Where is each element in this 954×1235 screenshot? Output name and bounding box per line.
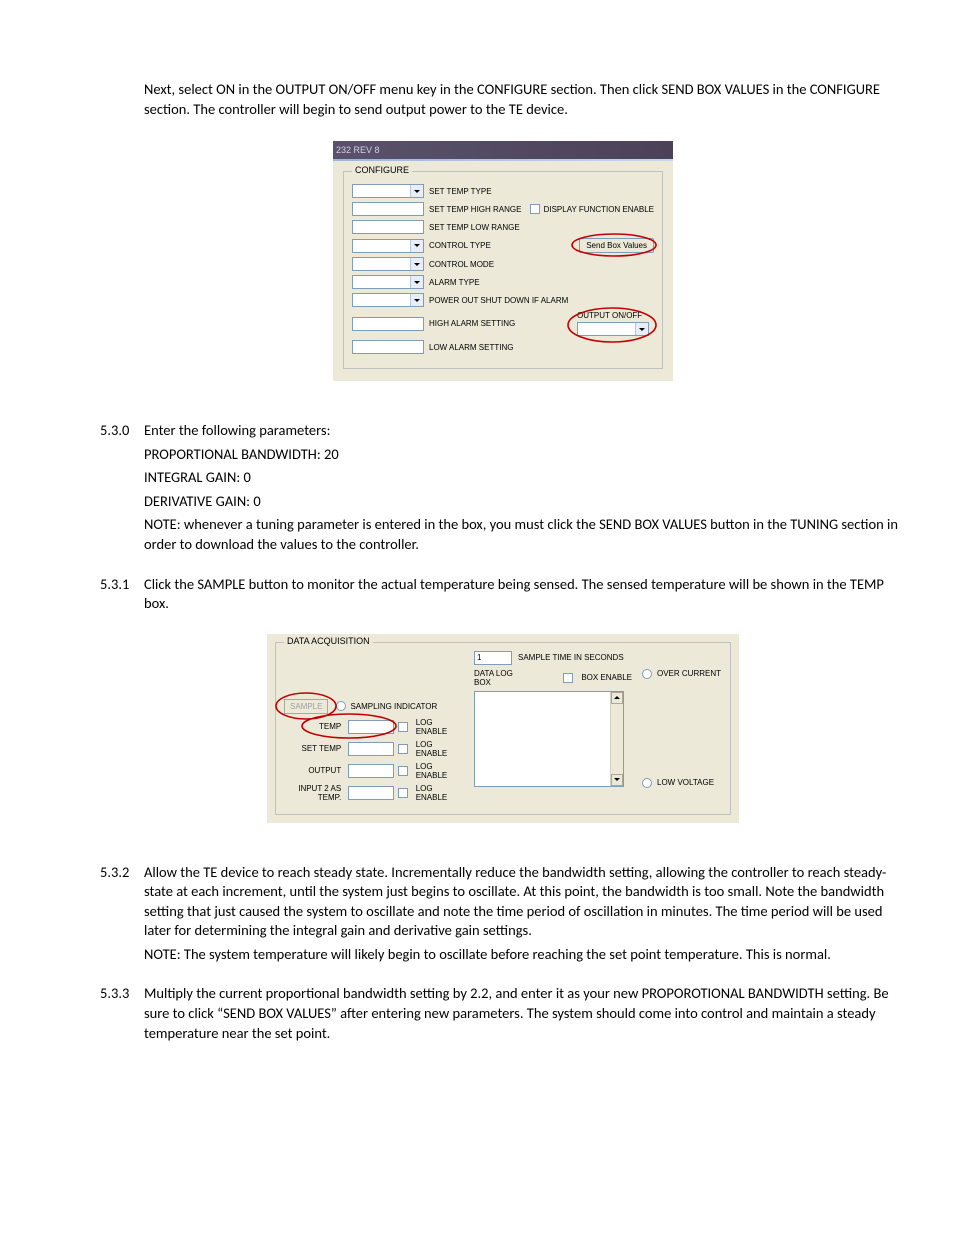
output-onoff-dropdown[interactable] <box>577 322 649 336</box>
over-current-label: OVER CURRENT <box>657 669 721 678</box>
configure-screenshot: 232 REV 8 CONFIGURE SET TEMP TYPE SET TE… <box>333 141 673 381</box>
alarm-type-dropdown[interactable] <box>352 275 424 289</box>
section-530-intro: Enter the following parameters: <box>144 421 906 441</box>
settemp-log-enable-checkbox[interactable] <box>398 744 408 754</box>
window-titlebar: 232 REV 8 <box>333 141 673 159</box>
scroll-down-button[interactable] <box>611 774 623 786</box>
set-temp-high-input[interactable] <box>352 202 424 216</box>
box-enable-checkbox[interactable] <box>563 673 573 683</box>
low-alarm-input[interactable] <box>352 340 424 354</box>
temp-log-enable-label: LOG ENABLE <box>416 718 464 736</box>
high-alarm-input[interactable] <box>352 317 424 331</box>
sample-time-input[interactable]: 1 <box>474 651 512 665</box>
output-log-enable-label: LOG ENABLE <box>416 762 464 780</box>
power-out-shutdown-label: POWER OUT SHUT DOWN IF ALARM <box>429 296 568 305</box>
set-temp-low-label: SET TEMP LOW RANGE <box>429 223 520 232</box>
temp-input[interactable] <box>348 720 394 734</box>
section-532-text: Allow the TE device to reach steady stat… <box>144 863 906 941</box>
data-log-box-label: DATA LOG BOX <box>474 669 526 687</box>
over-current-radio[interactable] <box>642 669 652 679</box>
input2-label: INPUT 2 AS TEMP. <box>284 784 344 802</box>
low-voltage-radio[interactable] <box>642 778 652 788</box>
control-type-label: CONTROL TYPE <box>429 241 491 250</box>
box-enable-label: BOX ENABLE <box>581 673 632 682</box>
low-alarm-label: LOW ALARM SETTING <box>429 343 513 352</box>
control-mode-label: CONTROL MODE <box>429 260 494 269</box>
temp-label: TEMP <box>284 722 344 731</box>
power-out-shutdown-dropdown[interactable] <box>352 293 424 307</box>
sample-button[interactable]: SAMPLE <box>284 699 328 714</box>
settemp-log-enable-label: LOG ENABLE <box>416 740 464 758</box>
settemp-input[interactable] <box>348 742 394 756</box>
configure-legend: CONFIGURE <box>352 165 412 175</box>
settemp-label: SET TEMP <box>284 744 344 753</box>
section-530-note: NOTE: whenever a tuning parameter is ent… <box>144 515 906 554</box>
section-number-532: 5.3.2 <box>100 863 144 969</box>
sampling-indicator-radio <box>336 701 346 711</box>
section-530-p1: PROPORTIONAL BANDWIDTH: 20 <box>144 445 906 465</box>
section-530-p2: INTEGRAL GAIN: 0 <box>144 468 906 488</box>
section-533-text: Multiply the current proportional bandwi… <box>144 984 906 1043</box>
section-number-531: 5.3.1 <box>100 575 144 618</box>
set-temp-low-input[interactable] <box>352 220 424 234</box>
section-530-p3: DERIVATIVE GAIN: 0 <box>144 492 906 512</box>
sample-time-label: SAMPLE TIME IN SECONDS <box>518 653 624 662</box>
output-label: OUTPUT <box>284 766 344 775</box>
control-type-dropdown[interactable] <box>352 239 424 253</box>
send-box-values-button[interactable]: Send Box Values <box>579 238 654 253</box>
set-temp-type-dropdown[interactable] <box>352 184 424 198</box>
section-number-530: 5.3.0 <box>100 421 144 558</box>
listbox-scrollbar[interactable] <box>610 692 623 786</box>
sampling-indicator-label: SAMPLING INDICATOR <box>350 702 437 711</box>
section-532-note: NOTE: The system temperature will likely… <box>144 945 906 965</box>
section-number-533: 5.3.3 <box>100 984 144 1047</box>
temp-log-enable-checkbox[interactable] <box>398 722 408 732</box>
input2-log-enable-checkbox[interactable] <box>398 788 408 798</box>
display-func-enable-label: DISPLAY FUNCTION ENABLE <box>544 205 654 214</box>
intro-paragraph: Next, select ON in the OUTPUT ON/OFF men… <box>144 80 906 119</box>
display-func-enable-checkbox[interactable] <box>530 204 540 214</box>
output-input[interactable] <box>348 764 394 778</box>
input2-log-enable-label: LOG ENABLE <box>416 784 464 802</box>
input2-input[interactable] <box>348 786 394 800</box>
alarm-type-label: ALARM TYPE <box>429 278 480 287</box>
data-acquisition-screenshot: DATA ACQUISITION SAMPLE SAMPLING INDICAT… <box>267 634 739 823</box>
data-log-listbox[interactable] <box>474 691 624 787</box>
high-alarm-label: HIGH ALARM SETTING <box>429 319 515 328</box>
section-531-text: Click the SAMPLE button to monitor the a… <box>144 575 906 614</box>
set-temp-high-label: SET TEMP HIGH RANGE <box>429 205 521 214</box>
data-acquisition-legend: DATA ACQUISITION <box>284 636 373 646</box>
control-mode-dropdown[interactable] <box>352 257 424 271</box>
low-voltage-label: LOW VOLTAGE <box>657 778 714 787</box>
output-log-enable-checkbox[interactable] <box>398 766 408 776</box>
output-onoff-label: OUTPUT ON/OFF <box>577 311 642 320</box>
scroll-up-button[interactable] <box>611 692 623 704</box>
set-temp-type-label: SET TEMP TYPE <box>429 187 492 196</box>
